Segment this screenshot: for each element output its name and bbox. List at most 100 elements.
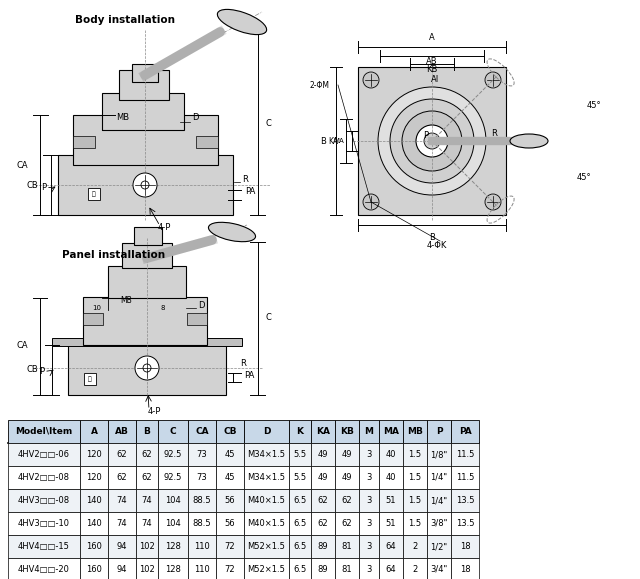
Text: 2: 2 [412, 542, 418, 551]
Bar [403, 443, 427, 466]
Bar [216, 535, 244, 558]
Bar [451, 443, 479, 466]
Text: 3: 3 [366, 519, 372, 528]
Text: 72: 72 [225, 542, 236, 551]
Text: 45: 45 [225, 450, 236, 459]
Bar [379, 558, 403, 579]
Circle shape [485, 72, 501, 88]
Bar [379, 512, 403, 535]
Text: 8: 8 [161, 305, 165, 311]
Bar [335, 512, 359, 535]
Text: 160: 160 [86, 542, 102, 551]
Text: 13.5: 13.5 [456, 496, 474, 505]
Text: 102: 102 [139, 542, 155, 551]
Bar [403, 535, 427, 558]
Text: R: R [491, 130, 497, 138]
Text: 1.5: 1.5 [408, 450, 422, 459]
Ellipse shape [209, 222, 255, 241]
Text: KB: KB [426, 65, 438, 75]
Bar [359, 512, 379, 535]
Text: 4-P: 4-P [158, 223, 172, 233]
Bar [216, 512, 244, 535]
Text: 1.5: 1.5 [408, 473, 422, 482]
Bar [379, 466, 403, 489]
Bar [136, 558, 158, 579]
Text: 110: 110 [194, 565, 210, 574]
Text: CA: CA [17, 342, 28, 350]
Text: 4HV4□□-15: 4HV4□□-15 [18, 542, 70, 551]
Bar [122, 243, 172, 268]
Text: 62: 62 [116, 473, 127, 482]
Text: M34×1.5: M34×1.5 [248, 450, 285, 459]
Text: C: C [265, 119, 271, 127]
Text: 49: 49 [317, 450, 328, 459]
Text: 40: 40 [386, 450, 396, 459]
Text: 40: 40 [386, 473, 396, 482]
Bar [80, 512, 108, 535]
Circle shape [485, 194, 501, 210]
Bar [358, 67, 506, 215]
Bar [311, 489, 335, 512]
Bar [359, 558, 379, 579]
Bar [158, 489, 188, 512]
Bar [403, 512, 427, 535]
Text: 回: 回 [92, 191, 96, 197]
Text: 51: 51 [386, 519, 396, 528]
Bar [335, 443, 359, 466]
Bar [158, 420, 188, 443]
Text: 49: 49 [317, 473, 328, 482]
Circle shape [378, 87, 486, 195]
Text: CA: CA [17, 160, 28, 170]
Text: 62: 62 [317, 496, 328, 505]
Text: 3/4": 3/4" [430, 565, 447, 574]
Bar [379, 443, 403, 466]
Bar [188, 535, 216, 558]
Bar [216, 558, 244, 579]
Bar [311, 443, 335, 466]
Text: 4HV3□□-08: 4HV3□□-08 [18, 496, 70, 505]
Text: 45: 45 [225, 473, 236, 482]
Bar [216, 420, 244, 443]
Bar [108, 535, 136, 558]
Text: 1.5: 1.5 [408, 496, 422, 505]
Bar [132, 64, 158, 82]
Bar [68, 340, 226, 395]
Text: 120: 120 [86, 473, 102, 482]
Bar [427, 558, 451, 579]
Bar [108, 466, 136, 489]
Circle shape [133, 173, 157, 197]
Bar [84, 373, 96, 385]
Text: 回: 回 [88, 376, 92, 382]
Text: KA: KA [316, 427, 330, 436]
Text: 56: 56 [225, 519, 236, 528]
Text: 88.5: 88.5 [193, 496, 211, 505]
Circle shape [135, 356, 159, 380]
Bar [158, 558, 188, 579]
Bar [311, 558, 335, 579]
Text: 81: 81 [342, 565, 352, 574]
Text: 94: 94 [116, 542, 127, 551]
Text: 64: 64 [386, 542, 396, 551]
Ellipse shape [218, 9, 267, 35]
Text: 11.5: 11.5 [456, 473, 474, 482]
Text: 74: 74 [116, 496, 127, 505]
Text: A: A [90, 427, 97, 436]
Bar [8, 558, 80, 579]
Text: 64: 64 [386, 565, 396, 574]
Circle shape [416, 125, 448, 157]
Text: PA: PA [459, 427, 472, 436]
Text: 1/8": 1/8" [430, 450, 447, 459]
Text: 49: 49 [342, 450, 352, 459]
Bar [335, 558, 359, 579]
Text: 128: 128 [165, 565, 181, 574]
Text: MB: MB [407, 427, 423, 436]
Bar [427, 466, 451, 489]
Bar [108, 420, 136, 443]
Bar [335, 489, 359, 512]
Text: 6.5: 6.5 [293, 496, 307, 505]
Bar [188, 512, 216, 535]
Text: B: B [429, 233, 435, 242]
Bar [451, 535, 479, 558]
Text: M52×1.5: M52×1.5 [248, 565, 285, 574]
Bar [403, 466, 427, 489]
